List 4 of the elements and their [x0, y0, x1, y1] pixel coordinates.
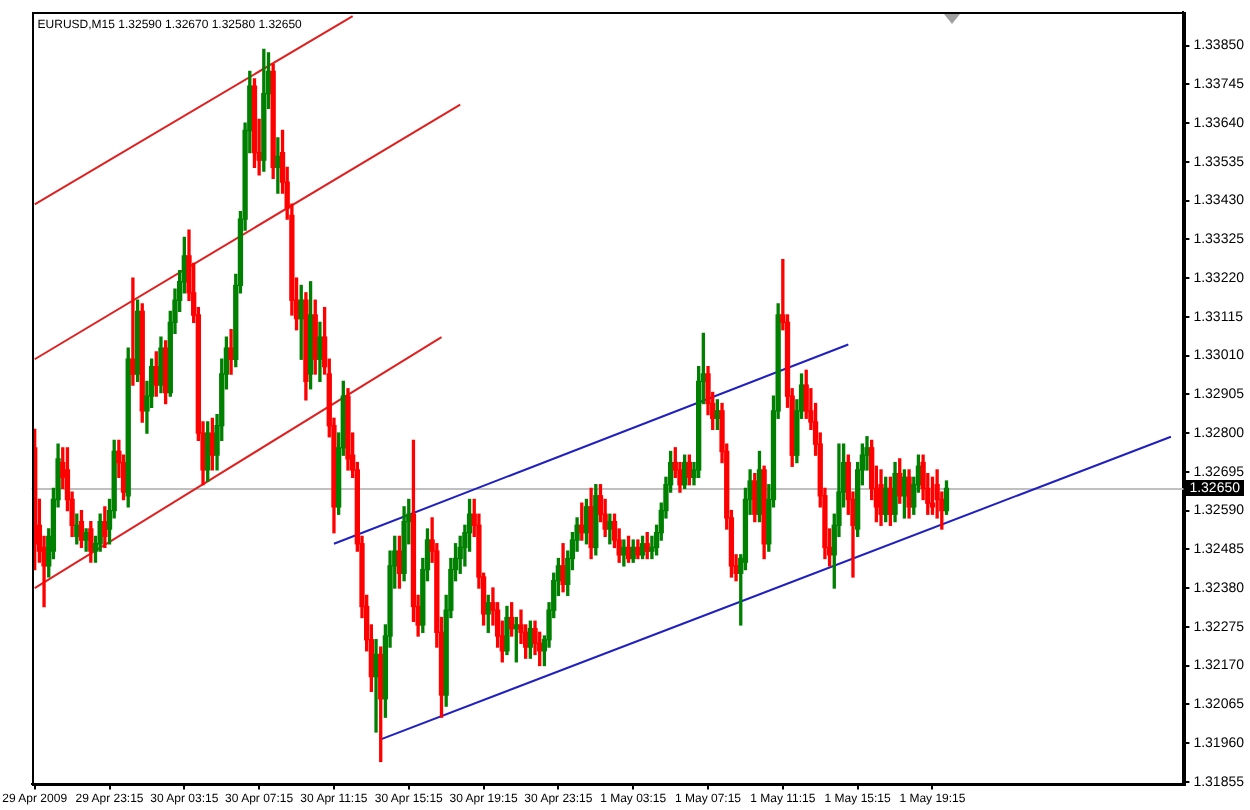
candlestick	[130, 277, 136, 386]
candlestick	[275, 137, 281, 194]
candlestick	[228, 329, 234, 375]
candlestick	[373, 639, 379, 733]
